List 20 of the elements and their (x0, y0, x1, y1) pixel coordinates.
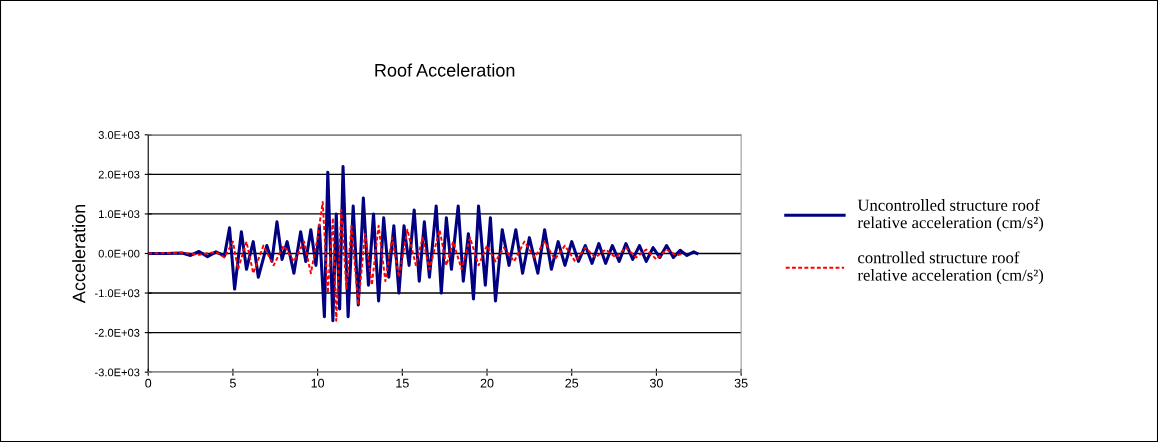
y-tick-label: 0.0E+00 (98, 249, 140, 258)
x-tick-label: 30 (649, 378, 663, 388)
x-tick-label: 25 (565, 378, 579, 388)
x-tick-label: 15 (396, 378, 409, 388)
y-tick-label: 2.0E+03 (98, 170, 140, 179)
y-tick-label: -1.0E+03 (94, 289, 140, 298)
y-axis-title: Acceleration (72, 204, 86, 304)
y-tick-label: -3.0E+03 (94, 368, 140, 377)
x-tick-label: 0 (145, 378, 152, 388)
legend-label: Uncontrolled structure roof relative acceleration (cm/s²) (857, 198, 1044, 232)
x-tick-label: 35 (734, 378, 748, 388)
y-tick-label: -2.0E+03 (94, 328, 140, 337)
x-tick-label: 20 (480, 378, 494, 388)
chart-title: Roof Acceleration (375, 63, 515, 77)
y-tick-label: 3.0E+03 (98, 131, 140, 139)
legend-label: controlled structure roof relative acceleration (cm/s²) (857, 251, 1044, 285)
y-tick-label: 1.0E+03 (99, 210, 140, 219)
x-tick-label: 5 (229, 378, 236, 388)
x-tick-label: 10 (311, 378, 325, 388)
line-series (148, 201, 685, 322)
